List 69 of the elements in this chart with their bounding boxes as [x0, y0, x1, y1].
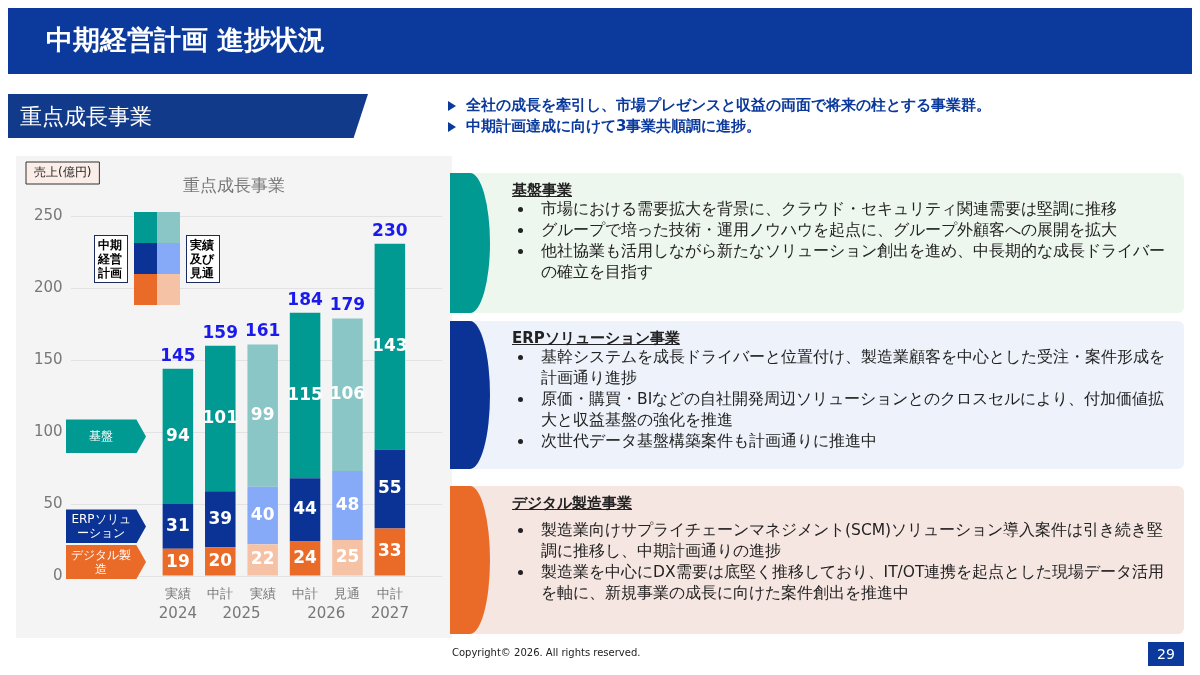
text: 29 [1148, 642, 1184, 666]
bar [332, 318, 363, 471]
text: 2027 [370, 603, 409, 622]
text: 2024 [158, 603, 197, 622]
data-label: 24 [293, 546, 318, 567]
data-label: 31 [166, 514, 190, 535]
data-label: 22 [250, 548, 275, 569]
text: 中期経営計画 進捗状況 [46, 23, 326, 57]
text: 他社協業も活用しながら新たなソリューション創出を進め、中長期的な成長ドライバーの確立を目指す [541, 241, 1166, 283]
bar [374, 243, 406, 450]
y-tick-label: 50 [43, 493, 63, 512]
bar [205, 345, 236, 492]
text: 原価・購買・BIなどの自社開発周辺ソリューションとのクロスセルにより、付加価値拡大と収益基盤の強化を推進 [541, 389, 1166, 431]
bar [289, 312, 321, 479]
total-label: 184 [287, 288, 323, 309]
total-label: 159 [202, 321, 239, 342]
y-axis-title: 売上(億円) [34, 165, 92, 180]
data-label: 48 [335, 493, 360, 514]
x-tick-label: 中計 [207, 586, 234, 602]
text: 基盤 [89, 429, 113, 444]
text: 中期計画達成に向けて3事業共順調に進捗。 [466, 117, 762, 136]
bar [162, 368, 194, 505]
total-label: 230 [372, 219, 408, 240]
text: デジタル製造 [70, 548, 132, 577]
text: ERPソリューション事業 [512, 329, 680, 348]
x-tick-label: 中計 [376, 586, 403, 602]
text: 重点成長事業 [20, 103, 152, 131]
x-tick-label: 中計 [292, 586, 319, 602]
annotation: 実績及び見通 [186, 234, 220, 283]
text: デジタル製造事業 [512, 494, 632, 513]
data-label: 19 [166, 550, 190, 571]
chart-title: 重点成長事業 [183, 174, 285, 195]
total-label: 161 [244, 320, 281, 341]
bar [247, 344, 278, 487]
y-tick-label: 0 [53, 565, 63, 584]
data-label: 44 [293, 498, 318, 519]
data-label: 40 [250, 504, 275, 525]
data-label: 20 [208, 549, 233, 570]
bar [205, 491, 236, 548]
text: 製造業向けサプライチェーンマネジメント(SCM)ソリューション導入案件は引き続き堅調に推移し、中期計画通りの進捗 [541, 520, 1165, 562]
bar [332, 471, 363, 541]
data-label: 25 [335, 546, 360, 567]
text: 製造業を中心にDX需要は底堅く推移しており、IT/OT連携を起点とした現場データ活用を軸に、新規事業の成長に向けた案件創出を推進中 [541, 562, 1166, 604]
x-tick-label: 実績 [164, 586, 191, 602]
y-tick-label: 150 [33, 350, 63, 369]
text: 2025 [222, 603, 261, 622]
data-label: 39 [208, 507, 233, 528]
text: 全社の成長を牽引し、市場プレゼンスと収益の両面で将来の柱とする事業群。 [466, 96, 991, 115]
y-tick-label: 200 [33, 278, 63, 297]
color-key: 中期経営計画 実績及び見通 [94, 212, 220, 305]
data-label: 33 [378, 540, 402, 561]
y-tick-label: 250 [33, 206, 63, 225]
text: 基盤事業 [512, 181, 572, 200]
data-label: 99 [250, 404, 275, 425]
text: Copyright© 2026. All rights reserved. [452, 647, 641, 658]
text: 次世代データ基盤構築案件も計画通りに推進中 [541, 431, 877, 452]
x-tick-label: 実績 [249, 586, 276, 602]
text: 基幹システムを成長ドライバーと位置付け、製造業顧客を中心とした受注・案件形成を計画通り進捗 [541, 347, 1166, 389]
text: 市場における需要拡大を背景に、クラウド・セキュリティ関連需要は堅調に推移 [541, 199, 1117, 220]
text: 2026 [307, 603, 346, 622]
total-label: 179 [329, 294, 366, 315]
data-label: 55 [378, 477, 402, 498]
text: グループで培った技術・運用ノウハウを起点に、グループ外顧客への展開を拡大 [541, 220, 1117, 241]
bar [374, 449, 406, 529]
data-label: 94 [166, 424, 190, 445]
y-tick-label: 100 [33, 422, 63, 441]
text: ERPソリューション [70, 512, 132, 541]
x-tick-label: 見通 [334, 586, 361, 602]
total-label: 145 [160, 344, 196, 365]
